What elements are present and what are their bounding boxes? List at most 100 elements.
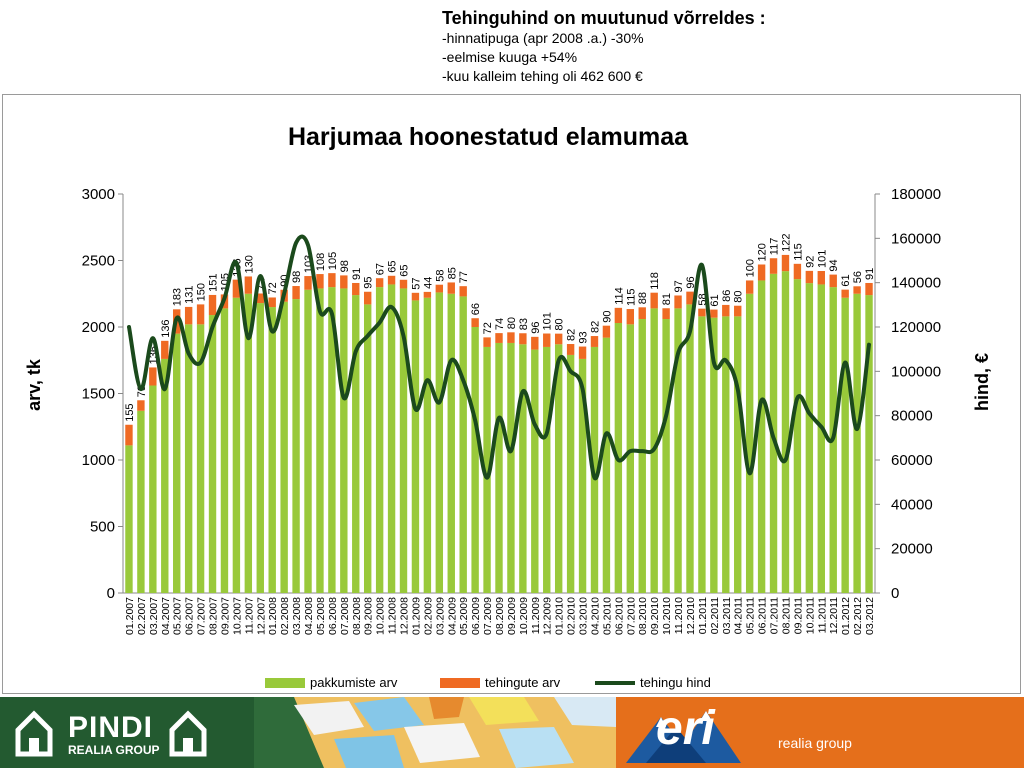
data-label-tehingute: 155 [124, 403, 136, 421]
data-label-tehingute: 83 [518, 318, 530, 330]
y-tick-label: 2000 [82, 319, 115, 336]
bar-tehingute [698, 308, 706, 317]
bar-tehingute [184, 306, 193, 325]
x-tick-label: 05.2010 [601, 597, 613, 635]
x-tick-label: 03.2007 [148, 597, 160, 635]
x-tick-label: 08.2009 [494, 597, 506, 635]
bar-tehingute [853, 286, 861, 294]
bar-tehingute [566, 344, 575, 355]
bar-pakkumiste [256, 303, 264, 593]
x-tick-label: 10.2009 [518, 597, 530, 635]
y2-axis-label: hind, € [972, 353, 992, 411]
x-tick-label: 12.2007 [255, 597, 267, 635]
bar-pakkumiste [853, 293, 861, 593]
x-tick-label: 05.2008 [315, 597, 327, 635]
annotation-line: -eelmise kuuga +54% [442, 49, 578, 65]
bar-pakkumiste [149, 385, 157, 593]
x-tick-label: 04.2008 [303, 597, 315, 635]
x-tick-label: 11.2009 [530, 597, 542, 634]
data-label-tehingute: 120 [757, 243, 769, 261]
map-image [254, 697, 616, 768]
bar-pakkumiste [722, 316, 730, 593]
data-label-tehingute: 66 [470, 303, 482, 315]
bar-tehingute [161, 340, 169, 359]
x-tick-label: 10.2011 [804, 597, 816, 634]
bar-tehingute [817, 271, 825, 285]
bar-tehingute [626, 309, 635, 325]
y2-tick-label: 20000 [891, 541, 933, 558]
bar-pakkumiste [793, 279, 802, 593]
bar-tehingute [554, 333, 563, 345]
x-tick-label: 10.2010 [661, 597, 673, 635]
data-label-tehingute: 90 [601, 310, 613, 322]
bar-pakkumiste [196, 324, 205, 593]
x-tick-label: 12.2008 [399, 597, 411, 635]
x-tick-label: 12.2011 [828, 597, 840, 634]
x-tick-label: 07.2009 [482, 597, 494, 635]
legend-swatch-tehingute [440, 678, 480, 688]
bar-pakkumiste [710, 317, 718, 593]
bar-pakkumiste [137, 410, 145, 593]
bar-tehingute [781, 254, 790, 272]
y-tick-label: 0 [107, 585, 115, 602]
bar-pakkumiste [292, 299, 300, 593]
bar-tehingute [363, 291, 372, 305]
annotation-block: Tehinguhind on muutunud võrreldes : -hin… [442, 7, 1002, 86]
x-tick-label: 02.2012 [852, 597, 864, 635]
bar-pakkumiste [686, 304, 694, 593]
x-tick-label: 02.2010 [566, 597, 578, 635]
data-label-tehingute: 57 [410, 278, 422, 290]
bar-pakkumiste [757, 280, 766, 593]
bar-tehingute [722, 304, 730, 317]
bar-tehingute [483, 337, 491, 347]
bar-tehingute [543, 333, 551, 347]
bar-tehingute [447, 282, 455, 294]
data-label-tehingute: 80 [554, 318, 566, 330]
x-tick-label: 08.2011 [781, 597, 793, 634]
bar-tehingute [829, 274, 837, 288]
bar-pakkumiste [268, 307, 276, 593]
y2-tick-label: 40000 [891, 496, 933, 513]
annotation-heading: Tehinguhind on muutunud võrreldes : [442, 8, 766, 28]
data-label-tehingute: 56 [852, 271, 864, 283]
bar-tehingute [614, 307, 623, 324]
partner-logo: eri [656, 702, 715, 755]
data-label-tehingute: 80 [506, 317, 518, 329]
bar-tehingute [757, 264, 766, 281]
bar-tehingute [423, 291, 432, 298]
bar-pakkumiste [507, 342, 515, 593]
y-tick-label: 500 [90, 519, 115, 536]
y2-tick-label: 60000 [891, 452, 933, 469]
bar-tehingute [519, 333, 527, 345]
data-label-tehingute: 97 [673, 280, 685, 292]
data-label-tehingute: 108 [315, 253, 327, 271]
bar-pakkumiste [411, 300, 420, 593]
bar-pakkumiste [447, 293, 455, 593]
partner-subtitle: realia group [778, 735, 852, 751]
y2-tick-label: 140000 [891, 275, 941, 292]
x-tick-label: 09.2009 [506, 597, 518, 635]
bar-pakkumiste [232, 297, 241, 593]
x-tick-label: 02.2007 [136, 597, 148, 635]
bar-pakkumiste [781, 271, 790, 593]
x-tick-label: 09.2008 [363, 597, 375, 635]
x-tick-label: 03.2012 [864, 597, 876, 635]
x-tick-label: 11.2008 [387, 597, 399, 634]
x-tick-label: 04.2009 [446, 597, 458, 635]
y2-tick-label: 180000 [891, 186, 941, 203]
data-label-tehingute: 150 [196, 283, 208, 301]
data-label-tehingute: 88 [637, 292, 649, 304]
bar-pakkumiste [734, 316, 742, 593]
bar-tehingute [316, 274, 324, 289]
bar-tehingute [149, 367, 157, 386]
data-label-tehingute: 136 [160, 319, 172, 337]
bar-tehingute [686, 291, 694, 305]
bar-pakkumiste [340, 288, 348, 593]
x-tick-label: 11.2010 [673, 597, 685, 634]
bar-tehingute [769, 258, 778, 274]
bar-pakkumiste [495, 342, 503, 593]
x-tick-label: 06.2008 [327, 597, 339, 635]
bar-tehingute [137, 400, 145, 411]
bar-pakkumiste [399, 288, 408, 593]
bar-pakkumiste [435, 292, 444, 593]
